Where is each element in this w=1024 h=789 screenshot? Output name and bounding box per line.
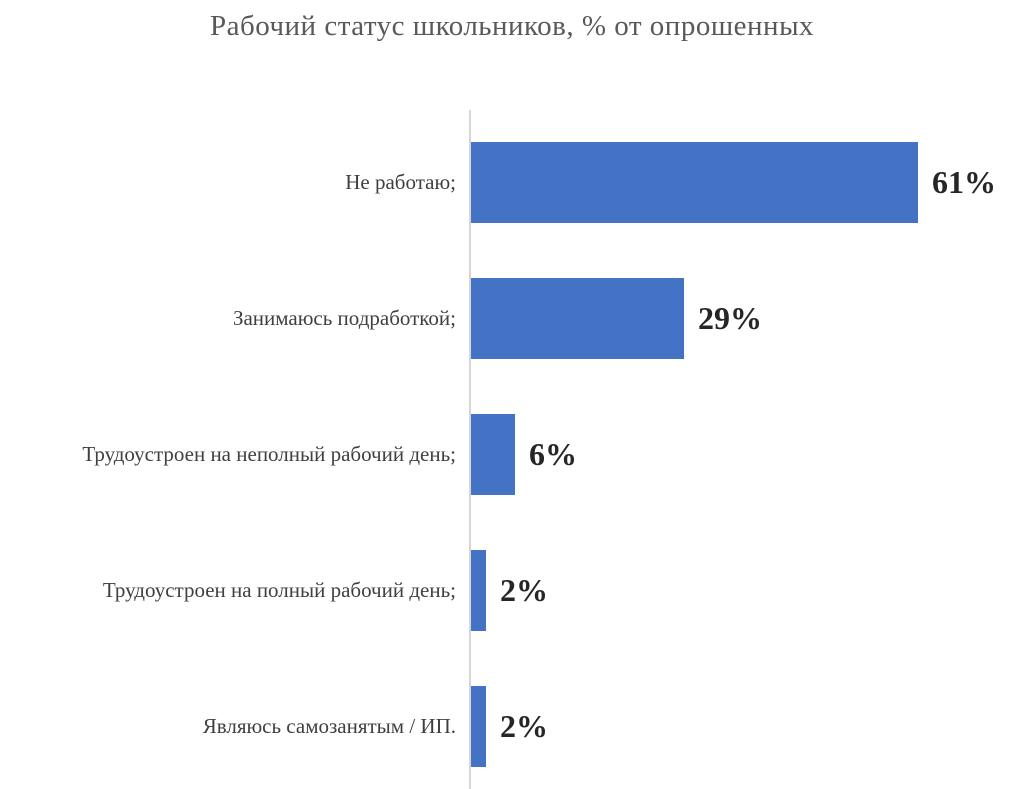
bar-row: Не работаю; 61% <box>0 142 1024 223</box>
value-label: 29% <box>698 300 762 336</box>
bar-row: Трудоустроен на полный рабочий день; 2% <box>0 550 1024 631</box>
chart-title: Рабочий статус школьников, % от опрошенн… <box>209 10 815 42</box>
bar[interactable] <box>471 686 486 767</box>
bar[interactable] <box>471 142 918 223</box>
category-label: Трудоустроен на полный рабочий день; <box>102 578 456 602</box>
value-label: 2% <box>500 572 548 608</box>
y-axis-line <box>469 110 471 789</box>
category-label: Являюсь самозанятым / ИП. <box>202 714 456 738</box>
bar-row: Трудоустроен на неполный рабочий день; 6% <box>0 414 1024 495</box>
bar-row: Занимаюсь подработкой; 29% <box>0 278 1024 359</box>
bar[interactable] <box>471 414 515 495</box>
bar-row: Являюсь самозанятым / ИП. 2% <box>0 686 1024 767</box>
value-label: 6% <box>529 436 577 472</box>
bar[interactable] <box>471 550 486 631</box>
category-label: Занимаюсь подработкой; <box>232 306 456 330</box>
value-label: 2% <box>500 708 548 744</box>
category-label: Трудоустроен на неполный рабочий день; <box>82 442 456 466</box>
category-label: Не работаю; <box>345 170 456 194</box>
bar[interactable] <box>471 278 684 359</box>
value-label: 61% <box>932 164 996 200</box>
